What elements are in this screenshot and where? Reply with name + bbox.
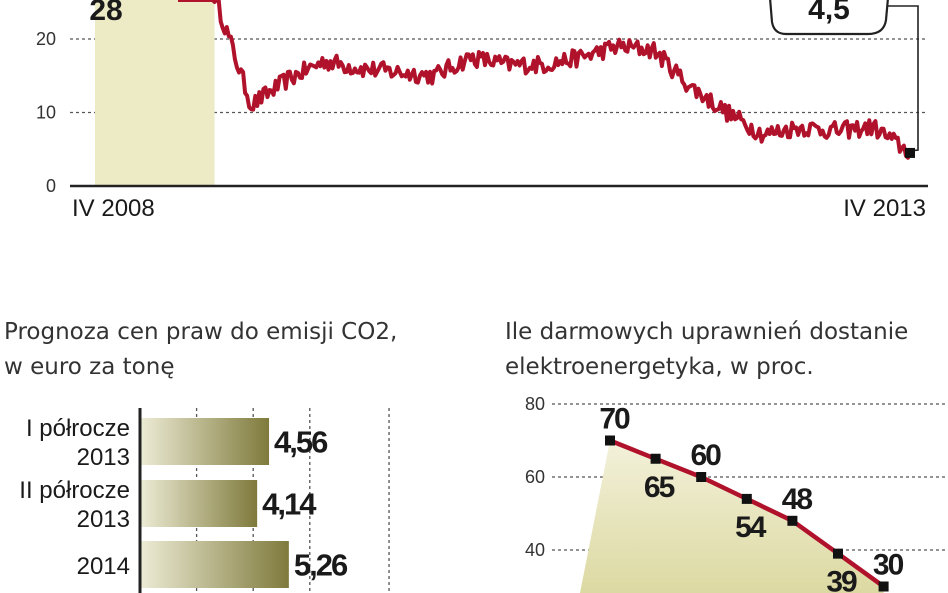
- bar-value-label: 4,56: [274, 425, 328, 460]
- allowance-data-label: 70: [599, 403, 630, 436]
- allowance-point-marker: [605, 435, 615, 446]
- allowance-point-marker: [833, 548, 843, 559]
- allowance-data-label: 54: [735, 511, 767, 544]
- allowance-point-marker: [696, 472, 707, 482]
- allowance-data-label: 30: [873, 549, 904, 582]
- price-y-tick-label: 20: [36, 29, 56, 49]
- price-history-chart: 0 10 20 IV 2008 IV 2013 28 4,5: [36, 0, 928, 222]
- bar-value-label: 4,14: [262, 487, 317, 522]
- bar: [141, 541, 289, 588]
- price-x-tick-label: IV 2008: [72, 195, 155, 222]
- price-y-tick-label: 10: [36, 103, 56, 123]
- bar: [141, 480, 258, 527]
- price-end-callout-leader: [888, 5, 919, 152]
- price-end-value-label: 4,5: [808, 0, 850, 26]
- bar: [141, 418, 270, 465]
- allowance-point-marker: [787, 515, 798, 526]
- price-end-marker: [905, 147, 915, 158]
- free-allowances-title-line-1: Ile darmowych uprawnień dostanie: [505, 319, 909, 345]
- price-end-callout-box: [769, 0, 889, 36]
- bar-category-label: 2013: [77, 444, 130, 471]
- price-start-value-label: 28: [89, 0, 122, 27]
- co2-forecast-title-line-2: w euro za tonę: [4, 354, 175, 380]
- bar-category-label: II półrocze: [19, 477, 130, 504]
- free-allowances-title: Ile darmowych uprawnień dostanie elektro…: [505, 315, 908, 385]
- allowance-data-label: 48: [782, 483, 813, 516]
- price-x-tick-label: IV 2013: [843, 195, 926, 222]
- free-allowances-chart: 40 60 80 70 65 60 54 48 39 30: [525, 394, 948, 593]
- price-y-tick-label: 0: [46, 176, 56, 196]
- bar-category-label: I półrocze: [26, 415, 130, 442]
- bar-category-label: 2014: [77, 553, 130, 580]
- allowance-y-tick-label: 60: [525, 467, 545, 487]
- allowance-y-tick-label: 40: [525, 540, 545, 560]
- allowance-point-marker: [650, 453, 661, 464]
- bar-value-label: 5,26: [294, 548, 348, 583]
- allowance-point-marker: [878, 581, 889, 592]
- bar-category-label: 2013: [77, 506, 130, 533]
- allowance-data-label: 39: [826, 566, 857, 593]
- allowance-data-label: 65: [644, 471, 675, 504]
- co2-forecast-title-line-1: Prognoza cen praw do emisji CO2,: [4, 319, 398, 345]
- price-series-line: [178, 0, 912, 160]
- allowance-y-tick-label: 80: [525, 394, 545, 414]
- free-allowances-title-line-2: elektroenergetyka, w proc.: [505, 354, 814, 380]
- allowance-area-fill: [580, 440, 884, 593]
- allowance-data-label: 60: [691, 439, 722, 472]
- co2-forecast-title: Prognoza cen praw do emisji CO2, w euro …: [4, 315, 397, 385]
- price-area-fill: [95, 0, 215, 186]
- allowance-point-marker: [741, 493, 752, 504]
